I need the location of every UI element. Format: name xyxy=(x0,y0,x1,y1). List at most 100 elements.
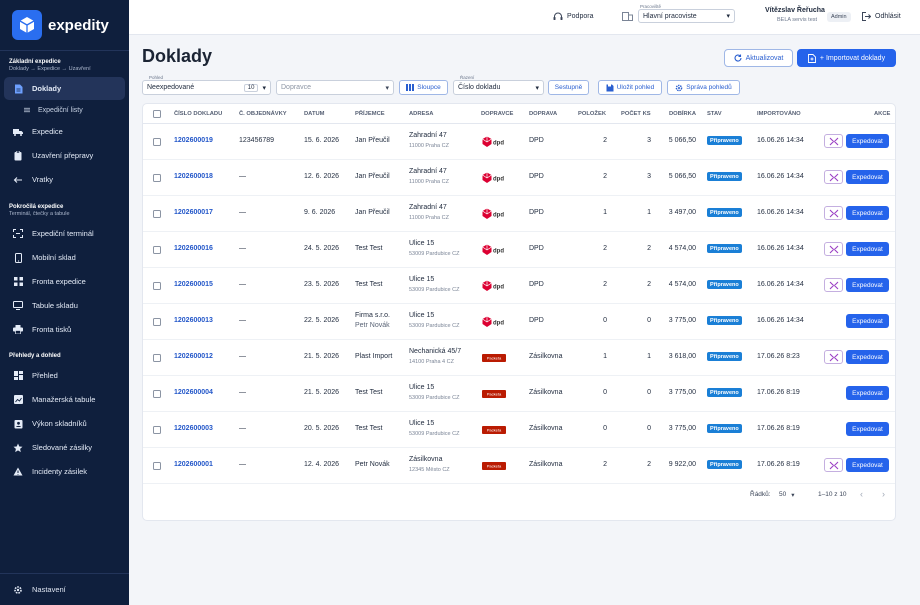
table-row[interactable]: 1202600003 — 20. 5. 2026 Test Test Ulice 15 5… xyxy=(143,412,895,448)
document-number-link[interactable]: 1202600018 xyxy=(174,173,213,180)
col-header[interactable]: DOBÍRKA xyxy=(669,111,697,117)
sidebar-item-mobilni-sklad[interactable]: Mobilní sklad xyxy=(4,246,125,269)
table-row[interactable]: 1202600013 — 22. 5. 2026 Firma s.r.o. Petr N… xyxy=(143,304,895,340)
expedite-button[interactable]: Expedovat xyxy=(846,422,889,436)
sidebar-item-tabule-skladu[interactable]: Tabule skladu xyxy=(4,294,125,317)
document-number-link[interactable]: 1202600003 xyxy=(174,425,213,432)
sort-direction-button[interactable]: Sestupně xyxy=(548,80,589,95)
view-select[interactable]: Neexpedované 10 ▾ xyxy=(142,80,271,95)
support-link[interactable]: Podpora xyxy=(553,12,593,21)
row-checkbox[interactable] xyxy=(153,354,161,362)
sidebar-item-doklady[interactable]: Doklady xyxy=(4,77,125,100)
import-button[interactable]: + Importovat doklady xyxy=(797,49,896,67)
sidebar-item-manazerska-tabule[interactable]: Manažerská tabule xyxy=(4,388,125,411)
save-view-button[interactable]: Uložit pohled xyxy=(598,80,662,95)
col-header[interactable]: IMPORTOVÁNO xyxy=(757,111,801,117)
columns-button[interactable]: Sloupce xyxy=(399,80,448,95)
expedite-button[interactable]: Expedovat xyxy=(846,386,889,400)
table-row[interactable]: 1202600017 — 9. 6. 2026 Jan Přeučil Zahradní… xyxy=(143,196,895,232)
row-checkbox[interactable] xyxy=(153,426,161,434)
table-row[interactable]: 1202600018 — 12. 6. 2026 Jan Přeučil Zahradn… xyxy=(143,160,895,196)
sidebar-item-vratky[interactable]: Vratky xyxy=(4,168,125,191)
document-number-link[interactable]: 1202600016 xyxy=(174,245,213,252)
document-number-link[interactable]: 1202600004 xyxy=(174,389,213,396)
sidebar-item-expedice[interactable]: Expedice xyxy=(4,120,125,143)
col-header[interactable]: DOPRAVCE xyxy=(481,111,514,117)
select-all-checkbox[interactable] xyxy=(153,110,161,118)
sidebar-item-expedicni-listy[interactable]: Expediční listy xyxy=(4,101,125,119)
pair-button[interactable] xyxy=(824,278,843,292)
expedite-button[interactable]: Expedovat xyxy=(846,170,889,184)
status-badge: Připraveno xyxy=(707,244,742,253)
document-number-link[interactable]: 1202600019 xyxy=(174,137,213,144)
document-number-link[interactable]: 1202600013 xyxy=(174,317,213,324)
table-row[interactable]: 1202600004 — 21. 5. 2026 Test Test Ulice 15 5… xyxy=(143,376,895,412)
document-number-link[interactable]: 1202600015 xyxy=(174,281,213,288)
row-checkbox[interactable] xyxy=(153,318,161,326)
expedite-button[interactable]: Expedovat xyxy=(846,242,889,256)
carrier-select[interactable]: Dopravce ▾ xyxy=(276,80,394,95)
expedite-button[interactable]: Expedovat xyxy=(846,314,889,328)
col-header[interactable]: ČÍSLO DOKLADU xyxy=(174,111,223,117)
table-row[interactable]: 1202600016 — 24. 5. 2026 Test Test Ulice 15 5… xyxy=(143,232,895,268)
sidebar-item-prehled[interactable]: Přehled xyxy=(4,364,125,387)
row-checkbox[interactable] xyxy=(153,174,161,182)
sort-select[interactable]: Číslo dokladu ▾ xyxy=(453,80,544,95)
pair-button[interactable] xyxy=(824,350,843,364)
document-number-link[interactable]: 1202600017 xyxy=(174,209,213,216)
col-header[interactable]: ADRESA xyxy=(409,111,434,117)
col-header[interactable]: PŘÍJEMCE xyxy=(355,111,385,117)
expedite-button[interactable]: Expedovat xyxy=(846,278,889,292)
svg-text:Packeta: Packeta xyxy=(487,428,502,433)
workplace-value: Hlavní pracoviste xyxy=(643,12,697,20)
table-row[interactable]: 1202600012 — 21. 5. 2026 Plast Import Nechan… xyxy=(143,340,895,376)
col-header[interactable]: POČET KS xyxy=(621,111,651,117)
expedite-button[interactable]: Expedovat xyxy=(846,350,889,364)
save-icon xyxy=(606,84,614,91)
brand-logo[interactable]: expedity xyxy=(0,0,129,51)
table-row[interactable]: 1202600001 — 12. 4. 2026 Petr Novák Zásilkov… xyxy=(143,448,895,484)
rows-per-page-select[interactable]: 50 ▾ xyxy=(779,491,795,499)
sidebar-item-fronta-expedice[interactable]: Fronta expedice xyxy=(4,270,125,293)
sidebar-item-fronta-tisku[interactable]: Fronta tisků xyxy=(4,318,125,341)
workplace-select[interactable]: Hlavní pracoviste ▾ xyxy=(638,9,735,23)
pair-button[interactable] xyxy=(824,242,843,256)
manage-views-button[interactable]: Správa pohledů xyxy=(667,80,740,95)
pair-button[interactable] xyxy=(824,134,843,148)
table-row[interactable]: 1202600019 123456789 15. 6. 2026 Jan Přeuči… xyxy=(143,124,895,160)
col-header[interactable]: DOPRAVA xyxy=(529,111,558,117)
col-header[interactable]: Č. OBJEDNÁVKY xyxy=(239,111,287,117)
row-checkbox[interactable] xyxy=(153,390,161,398)
refresh-button[interactable]: Aktualizovat xyxy=(724,49,793,67)
table-row[interactable]: 1202600015 — 23. 5. 2026 Test Test Ulice 15 5… xyxy=(143,268,895,304)
col-header[interactable]: POLOŽEK xyxy=(578,111,607,117)
cod-amount: 3 775,00 xyxy=(668,389,696,396)
expedite-button[interactable]: Expedovat xyxy=(846,206,889,220)
expedite-button[interactable]: Expedovat xyxy=(846,134,889,148)
row-checkbox[interactable] xyxy=(153,246,161,254)
row-checkbox[interactable] xyxy=(153,138,161,146)
document-number-link[interactable]: 1202600001 xyxy=(174,461,213,468)
pair-button[interactable] xyxy=(824,458,843,472)
sidebar-item-expedicni-terminal[interactable]: Expediční terminál xyxy=(4,222,125,245)
sidebar-item-uzavreni-prepravy[interactable]: Uzavření přepravy xyxy=(4,144,125,167)
sidebar-item-nastaveni[interactable]: Nastavení xyxy=(0,573,129,605)
sidebar-item-sledovane-zasilky[interactable]: Sledované zásilky xyxy=(4,436,125,459)
row-checkbox[interactable] xyxy=(153,282,161,290)
pair-button[interactable] xyxy=(824,170,843,184)
logout-button[interactable]: Odhlásit xyxy=(862,12,901,21)
col-header[interactable]: STAV xyxy=(707,111,722,117)
sidebar-item-vykon-skladniku[interactable]: Výkon skladníků xyxy=(4,412,125,435)
col-header[interactable]: DATUM xyxy=(304,111,325,117)
row-checkbox[interactable] xyxy=(153,210,161,218)
row-checkbox[interactable] xyxy=(153,462,161,470)
pieces-count: 3 xyxy=(647,173,651,180)
next-page-icon[interactable]: › xyxy=(882,489,885,499)
document-number-link[interactable]: 1202600012 xyxy=(174,353,213,360)
expedite-button[interactable]: Expedovat xyxy=(846,458,889,472)
pair-button[interactable] xyxy=(824,206,843,220)
prev-page-icon[interactable]: ‹ xyxy=(860,489,863,499)
order-number: — xyxy=(239,461,246,468)
monitor-icon xyxy=(13,301,23,311)
sidebar-item-incidenty-zasilek[interactable]: Incidenty zásilek xyxy=(4,460,125,483)
